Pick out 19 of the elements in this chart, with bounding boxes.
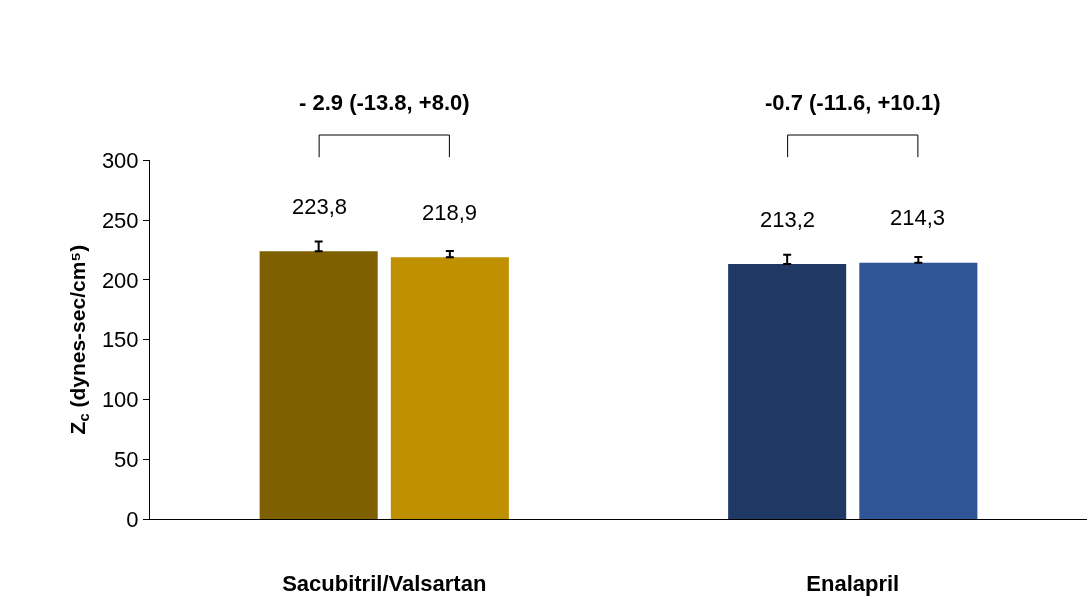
y-tick-label: 150	[101, 327, 139, 353]
y-tick-label: 300	[101, 147, 139, 173]
data-label: 214,3	[890, 205, 946, 230]
y-tick-label: 50	[114, 446, 139, 472]
data-label: 218,9	[422, 200, 478, 225]
data-label: 223,8	[292, 194, 348, 219]
text: - 2.9 (-13.8, +8.0)	[299, 90, 470, 115]
x-tick-label: Sacubitril/Valsartan	[282, 571, 487, 597]
y-tick-label: 100	[101, 387, 139, 413]
bar	[859, 262, 978, 519]
bar	[259, 251, 378, 519]
bar	[728, 264, 847, 519]
x-tick-label: Enalapril	[806, 571, 900, 597]
y-tick-label: 0	[126, 506, 139, 532]
bar	[390, 257, 509, 519]
text: -0.7 (-11.6, +10.1)	[765, 90, 941, 115]
y-tick-label: 200	[101, 267, 139, 293]
data-label: 213,2	[760, 207, 816, 232]
y-tick-label: 250	[101, 207, 139, 233]
